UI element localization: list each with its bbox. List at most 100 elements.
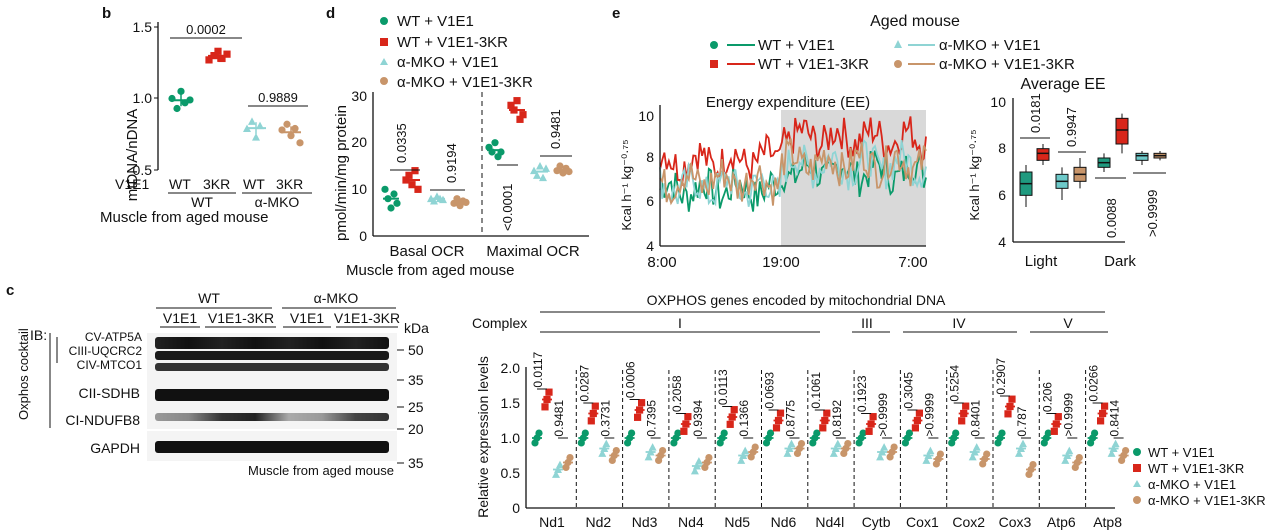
f-point [705,454,713,462]
f-point [694,457,703,465]
f-complex-2: III [861,315,873,331]
e-legend-1: WT + V1E1 [758,37,835,54]
f-point [1050,427,1058,435]
e-line-2 [659,116,927,186]
c-lane-4: V1E1-3KR [334,310,400,326]
f-point [1004,410,1012,418]
panel-b-yticks: 0.5 1.0 1.5 [133,19,158,178]
e-legend-marker-4 [894,60,902,68]
e-legend-marker-3 [894,40,902,48]
c-markers: 50 35 25 20 35 [397,342,424,471]
d-ytick-2: 20 [351,134,367,150]
f-point [628,429,636,437]
f-point [674,429,682,437]
blot-band-atp5a [155,337,389,349]
f-point [1065,446,1074,455]
f-point [1061,456,1070,464]
d-point [408,181,416,189]
f-pval-top: 0.0113 [716,369,730,405]
panel-e-legend: WT + V1E1 WT + V1E1-3KR α-MKO + V1E1 α-M… [710,37,1075,73]
f-point [690,466,699,475]
f-point [545,388,553,396]
c-band-6: GAPDH [90,440,140,456]
b-point [291,124,299,133]
d-group-1: Basal OCR [389,243,464,260]
e-title: Aged mouse [870,13,960,30]
e-xtick-0: 8:00 [647,254,676,271]
c-marker-4: 20 [408,421,424,437]
f-point [968,452,977,461]
f-pval-top: 0.0117 [531,351,545,387]
f-point [772,424,781,432]
c-group-2: α-MKO [314,290,359,306]
f-ytick-3: 1.5 [501,395,521,411]
d-point [430,197,438,205]
f-point [556,460,564,469]
b-cat-2: 3KR [203,176,230,192]
f-point [726,420,734,428]
d-ytick-0: 0 [359,228,367,244]
f-title: OXPHOS genes encoded by mitochondrial DN… [647,292,946,308]
f-point [787,439,796,448]
f-gene-label: Nd2 [585,514,611,530]
f-point [535,429,543,437]
c-ib-label: IB: [30,327,47,343]
b-point [173,104,181,113]
f-point [983,450,991,458]
b-group-1: WT [191,194,213,210]
f-point [926,446,935,455]
e-legend-marker-1 [710,41,718,49]
e-box-ytick-3: 10 [990,94,1006,110]
c-band-3: CIV-MTCO1 [77,358,143,372]
f-yticks: 0 0.5 1.0 1.5 2.0 [501,360,521,516]
c-band-1: CV-ATP5A [85,330,142,344]
panel-c-letter: c [6,282,14,299]
e-legend-2: WT + V1E1-3KR [758,56,869,73]
d-point [516,115,524,123]
f-pval-bottom: 0.9394 [691,400,705,437]
f-point [720,429,728,437]
f-gene-label: Atp8 [1093,514,1122,530]
b-cat-1: WT [169,176,191,192]
f-point [998,429,1006,437]
d-point [542,164,550,172]
d-point [405,171,413,179]
blot-band-gapdh [155,441,389,453]
e-line-title: Energy expenditure (EE) [706,94,870,111]
b-ytick-1: 1.0 [133,90,153,106]
d-pval-3: <0.0001 [500,184,515,231]
f-point [612,447,620,455]
panel-b-ylabel: mtDNA/nDNA [124,109,141,202]
panel-b-points [168,47,304,147]
c-marker-1: 50 [408,342,424,358]
f-point [911,424,919,432]
d-point [393,199,401,207]
f-legend-marker-4 [1133,496,1141,504]
d-point [453,195,461,203]
f-gene-label: Cox1 [906,514,939,530]
d-legend-marker-2 [380,38,388,46]
f-legend-4: α-MKO + V1E1-3KR [1148,493,1266,508]
b-point [177,87,185,95]
d-legend-1: WT + V1E1 [397,13,474,30]
d-legend-3: α-MKO + V1E1 [397,54,499,71]
f-point [1107,449,1116,457]
f-point [566,454,574,462]
e-box-series [1019,113,1167,207]
b-point [205,56,213,64]
f-ytick-0: 0 [512,500,520,516]
f-point [833,439,842,448]
e-box-pval-4: >0.9999 [1145,190,1160,237]
f-pval-top: 0.2058 [670,375,684,412]
e-box-group-1: Light [1025,253,1058,270]
f-point [865,427,873,435]
d-point [507,101,515,109]
f-point [684,413,692,421]
f-point [602,439,611,448]
f-pval-bottom: >0.9999 [922,393,936,437]
f-pval-bottom: 0.8414 [1108,400,1122,437]
d-legend-marker-1 [380,17,388,25]
f-point [659,447,667,455]
e-box-pval-1: 0.0181 [1028,93,1043,133]
d-legend-marker-3 [380,58,388,65]
